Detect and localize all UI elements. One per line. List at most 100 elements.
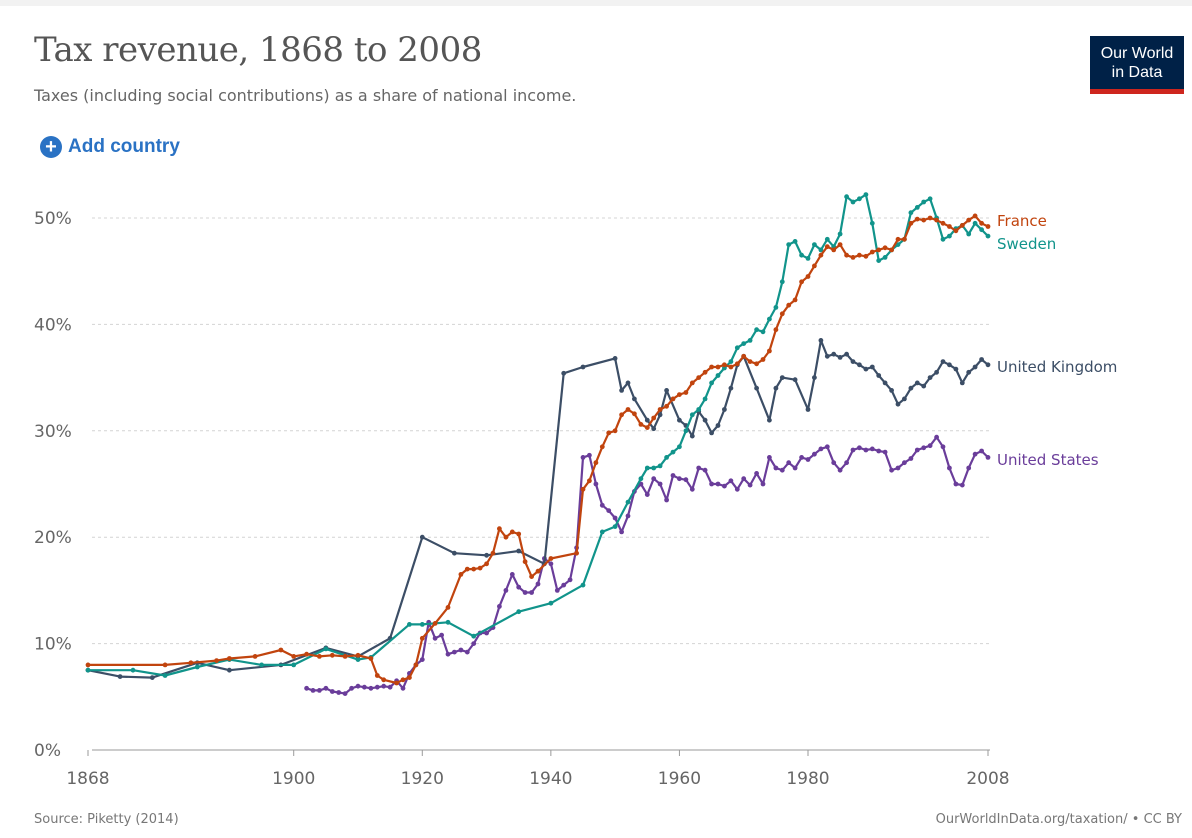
owid-logo[interactable]: Our World in Data <box>1090 36 1184 94</box>
united-kingdom-point <box>689 433 695 439</box>
united-states-point <box>644 492 650 497</box>
france-point <box>908 220 914 226</box>
france-point <box>677 392 682 397</box>
sweden-point <box>670 449 676 455</box>
france-point <box>445 605 451 610</box>
france-point <box>979 220 984 226</box>
united-kingdom-point <box>985 362 991 368</box>
united-kingdom-point <box>876 373 882 378</box>
sweden-point <box>259 662 264 668</box>
france-point <box>959 223 965 228</box>
sweden-line <box>88 193 989 677</box>
united-kingdom-point <box>644 417 650 423</box>
sweden-point <box>760 329 766 335</box>
source-note[interactable]: Source: Piketty (2014) <box>34 812 179 827</box>
sweden-point <box>709 380 714 386</box>
france-point <box>850 255 856 260</box>
united-kingdom-point <box>959 380 965 386</box>
sweden-point <box>612 524 618 529</box>
x-tick-label: 1960 <box>658 769 701 789</box>
sweden-point <box>580 582 586 588</box>
license-link[interactable]: OurWorldInData.org/taxation/ • CC BY <box>935 812 1182 827</box>
france-point <box>779 311 785 317</box>
france-point <box>921 217 927 223</box>
france-point <box>857 252 862 258</box>
united-states-point <box>464 649 470 655</box>
united-kingdom-point <box>889 388 894 393</box>
sweden-point <box>664 455 669 460</box>
chart-subtitle: Taxes (including social contributions) a… <box>34 86 577 105</box>
sweden-point <box>644 465 650 471</box>
united-states-point <box>914 447 920 453</box>
sweden-point <box>323 646 329 652</box>
france-point <box>599 444 605 450</box>
sweden-point <box>741 341 747 346</box>
sweden-point <box>548 600 554 606</box>
united-states-point <box>728 478 734 484</box>
sweden-point <box>921 199 927 205</box>
france-point <box>689 380 695 386</box>
united-kingdom-point <box>612 356 618 361</box>
france-label: France <box>997 212 1047 230</box>
united-kingdom-point <box>516 548 522 554</box>
france-point <box>683 390 689 395</box>
united-states-point <box>799 455 804 460</box>
france-point <box>902 236 907 242</box>
united-kingdom-point <box>908 385 914 391</box>
france-point <box>799 279 804 285</box>
x-tick-label: 1920 <box>401 769 444 789</box>
united-kingdom-point <box>869 364 875 370</box>
united-states-point <box>869 446 875 452</box>
united-states-point <box>445 651 451 657</box>
france-point <box>612 428 618 434</box>
france-point <box>824 244 830 250</box>
sweden-point <box>194 664 200 670</box>
united-states-point <box>516 584 522 590</box>
sweden-point <box>696 407 702 412</box>
sweden-point <box>869 220 875 226</box>
france-point <box>696 375 702 380</box>
france-point <box>548 556 554 561</box>
united-states-point <box>374 684 380 690</box>
united-states-point <box>979 448 984 454</box>
united-states-point <box>484 630 489 636</box>
france-point <box>651 415 657 421</box>
sweden-point <box>683 428 689 434</box>
france-point <box>329 652 335 658</box>
united-states-point <box>606 508 612 513</box>
united-states-point <box>329 689 335 694</box>
sweden-point <box>837 231 843 237</box>
united-states-point <box>747 482 753 488</box>
united-kingdom-point <box>857 362 862 368</box>
france-point <box>927 215 933 221</box>
france-point <box>400 677 406 683</box>
plus-circle-icon: + <box>40 136 62 158</box>
united-states-point <box>677 476 682 482</box>
france-point <box>882 245 888 251</box>
france-point <box>831 247 837 253</box>
united-states-point <box>497 604 502 609</box>
sweden-point <box>407 622 412 627</box>
france-point <box>374 673 380 678</box>
united-states-point <box>953 481 959 487</box>
sweden-point <box>812 242 817 248</box>
united-states-point <box>304 685 309 691</box>
france-point <box>304 651 309 657</box>
united-kingdom-point <box>805 407 811 412</box>
united-states-point <box>715 481 721 487</box>
france-point <box>805 274 811 279</box>
united-states-point <box>882 449 888 455</box>
france-point <box>876 247 882 253</box>
logo-line-2: in Data <box>1111 64 1163 81</box>
united-kingdom-point <box>953 366 959 372</box>
united-states-point <box>355 683 361 689</box>
france-point <box>432 621 438 626</box>
france-point <box>754 361 759 367</box>
sweden-point <box>773 305 779 310</box>
sweden-point <box>927 196 933 202</box>
add-country-button[interactable]: + Add country <box>40 136 180 158</box>
top-strip <box>0 0 1192 6</box>
add-country-label: Add country <box>68 136 180 157</box>
united-states-point <box>754 471 759 476</box>
